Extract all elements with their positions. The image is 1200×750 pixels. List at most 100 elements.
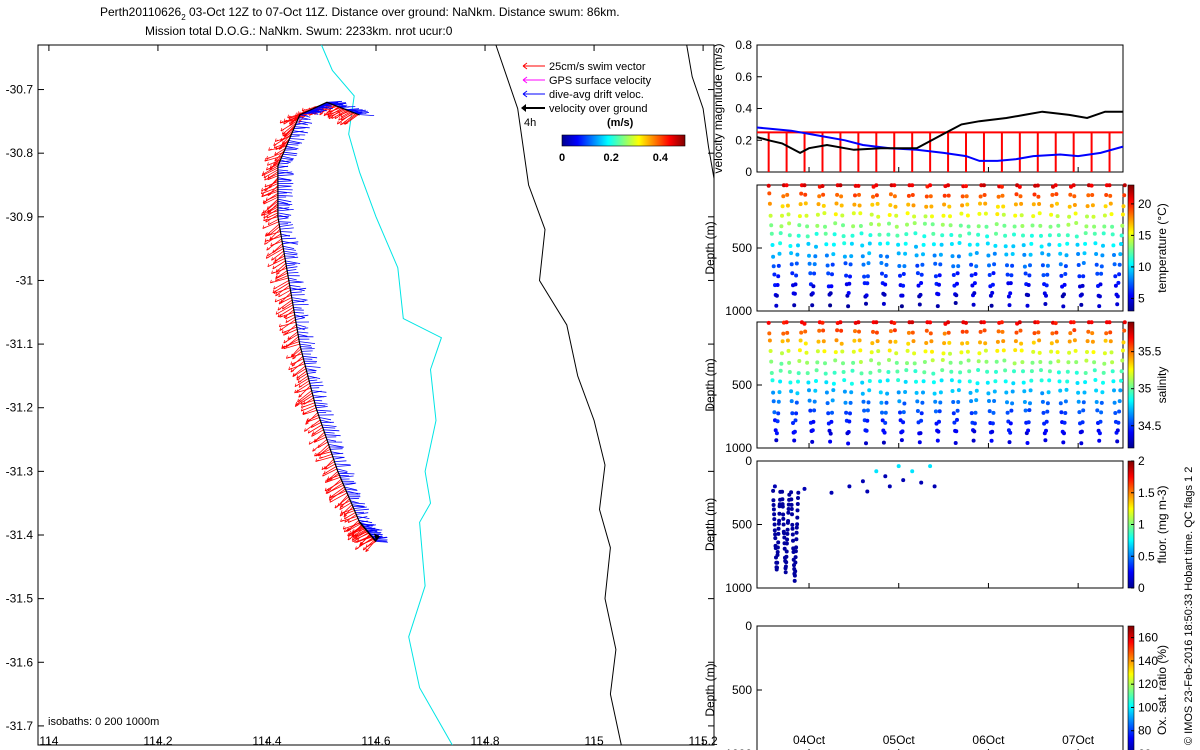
- profile-point: [786, 212, 791, 217]
- drift-vector: [277, 169, 289, 172]
- isobath-200m: [321, 44, 453, 746]
- profile-point: [1017, 320, 1022, 325]
- profile-point: [774, 293, 779, 298]
- swim-vector: [270, 277, 289, 284]
- profile-point: [867, 388, 872, 393]
- profile-point: [901, 410, 906, 415]
- swim-vector: [275, 263, 287, 273]
- profile-point: [888, 339, 893, 344]
- profile-point: [897, 264, 902, 268]
- profile-point: [974, 398, 979, 403]
- x-tick-label: 04Oct: [793, 733, 826, 747]
- profile-point: [805, 224, 810, 229]
- profile-point: [880, 410, 884, 415]
- profile-point: [1075, 242, 1080, 247]
- profile-point: [967, 369, 972, 374]
- fluor-point: [775, 550, 780, 554]
- profile-point: [1019, 201, 1024, 206]
- swim-vector: [351, 524, 362, 537]
- swim-vector-head: [285, 343, 290, 348]
- drift-vector: [343, 483, 356, 486]
- profile-point: [848, 262, 853, 267]
- profile-point: [830, 262, 835, 267]
- profile-point: [816, 339, 821, 344]
- drift-vector: [304, 362, 317, 365]
- profile-point: [935, 304, 940, 309]
- swim-vector-head: [328, 108, 333, 113]
- profile-point: [987, 399, 991, 403]
- profile-point: [1054, 192, 1059, 197]
- profile-point: [772, 410, 777, 415]
- profile-point: [789, 262, 794, 267]
- profile-point: [766, 183, 771, 188]
- profile-point: [790, 411, 795, 416]
- profile-point: [1037, 211, 1042, 216]
- profile-point: [1045, 401, 1050, 406]
- profile-point: [1099, 400, 1104, 405]
- profile-point: [946, 320, 951, 325]
- profile-point: [1102, 224, 1107, 229]
- y-tick-label: 500: [732, 241, 752, 255]
- profile-point: [805, 360, 810, 365]
- profile-point: [803, 329, 808, 334]
- profile-point: [912, 221, 917, 226]
- profile-point: [821, 192, 826, 197]
- profile-point: [914, 390, 919, 395]
- drift-vector: [287, 272, 299, 274]
- swim-vector-head: [272, 265, 276, 270]
- drift-vector: [282, 153, 297, 156]
- profile-point: [950, 389, 955, 393]
- profile-point: [978, 201, 982, 206]
- profile-point: [810, 439, 815, 444]
- colorbar-label: fluor. (mg m-3): [1155, 485, 1169, 563]
- profile-point: [936, 429, 941, 434]
- profile-point: [1120, 348, 1125, 353]
- swim-vector: [347, 527, 365, 541]
- drift-vector: [284, 256, 299, 259]
- profile-point: [877, 368, 882, 373]
- profile-point: [986, 253, 991, 258]
- profile-point: [1010, 401, 1015, 406]
- profile-point: [876, 349, 881, 354]
- profile-point: [875, 339, 880, 344]
- swim-vector: [276, 265, 287, 275]
- profile-point: [1119, 242, 1123, 246]
- profile-point: [866, 261, 871, 266]
- fluor-point: [780, 504, 785, 509]
- fluor-point: [771, 488, 776, 493]
- profile-point: [1115, 439, 1120, 444]
- profile-point: [906, 202, 911, 207]
- swim-vector-head: [342, 525, 347, 530]
- drift-vector: [339, 474, 350, 477]
- profile-point: [966, 224, 971, 229]
- profile-point: [942, 331, 947, 336]
- profile-point: [1067, 204, 1072, 209]
- swim-vector-head: [298, 394, 302, 398]
- profile-point: [1117, 262, 1122, 267]
- swim-vector-head: [315, 452, 320, 457]
- swim-vector-head: [334, 504, 339, 509]
- profile-point: [1122, 328, 1127, 333]
- profile-point: [941, 213, 946, 218]
- profile-point: [1122, 320, 1127, 325]
- fluor-point: [776, 540, 781, 545]
- swim-vector-head: [279, 119, 284, 124]
- profile-point: [805, 371, 810, 376]
- profile-point: [797, 223, 802, 228]
- fluor-point: [794, 530, 799, 535]
- drift-vector: [363, 527, 380, 531]
- swim-vector-head: [270, 242, 274, 247]
- fluor-point: [777, 518, 782, 523]
- profile-point: [1092, 360, 1097, 365]
- profile-point: [1029, 378, 1034, 383]
- map-y-tick-label: -31.6: [6, 655, 34, 669]
- swim-vector: [273, 153, 284, 166]
- drift-vector: [313, 108, 323, 111]
- profile-point: [1027, 408, 1032, 413]
- profile-point: [1031, 349, 1036, 354]
- profile-point: [1026, 420, 1031, 425]
- profile-point: [1062, 282, 1067, 287]
- swim-vector: [337, 494, 349, 507]
- y-axis-label: Depth (m): [703, 663, 717, 716]
- profile-point: [810, 291, 815, 296]
